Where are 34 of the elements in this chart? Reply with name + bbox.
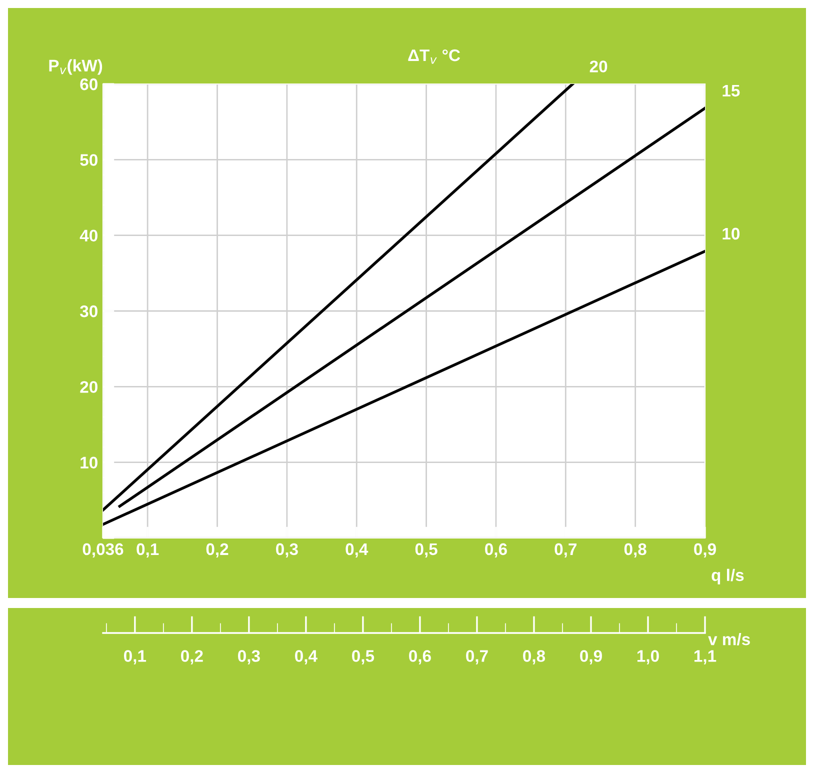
series-label: 15 — [722, 84, 740, 97]
x2-tick-label: 0,4 — [295, 650, 318, 664]
x2-tick-label: 0,1 — [124, 650, 146, 664]
y-tick-label: 40 — [80, 230, 98, 242]
x2-tick-label: 0,3 — [238, 650, 260, 664]
x2-tick-label: 0,8 — [523, 650, 546, 664]
x-tick-label: 0,1 — [136, 543, 159, 558]
series-label: 20 — [590, 60, 608, 72]
x-tick-label: 0,036 — [82, 543, 124, 558]
series-label: 10 — [722, 228, 740, 240]
x-tick-label: 0,8 — [624, 543, 646, 558]
x-tick-label: 0,7 — [554, 543, 576, 558]
y-tick-label: 30 — [80, 305, 98, 318]
x2-tick-label: 0,7 — [466, 650, 488, 664]
x2-tick-label: 1,1 — [694, 650, 716, 664]
x2-tick-label: 0,2 — [181, 650, 203, 664]
x2-tick-label: 0,9 — [580, 650, 602, 664]
y-axis-title: P$_{v}$(kW) — [49, 59, 102, 75]
legend-title: ΔT$_{v}$ °C — [408, 49, 460, 64]
x2-tick-label: 0,6 — [409, 650, 431, 664]
y-tick-label: 10 — [80, 456, 98, 469]
x-axis-title: q l/s — [712, 568, 744, 584]
y-tick-label: 50 — [80, 154, 98, 166]
x2-axis-title: v m/s — [708, 633, 750, 646]
x-tick-label: 0,4 — [346, 543, 368, 558]
x-tick-label: 0,6 — [485, 543, 507, 558]
x-tick-label: 0,9 — [694, 543, 716, 558]
x2-tick-label: 0,5 — [352, 650, 374, 664]
y-tick-label: 20 — [80, 381, 98, 393]
x2-tick-label: 1,0 — [637, 650, 659, 664]
x-tick-label: 0,3 — [276, 543, 298, 558]
x-tick-label: 0,5 — [415, 543, 438, 558]
y-tick-label: 60 — [80, 78, 98, 90]
x-tick-label: 0,2 — [206, 543, 228, 558]
